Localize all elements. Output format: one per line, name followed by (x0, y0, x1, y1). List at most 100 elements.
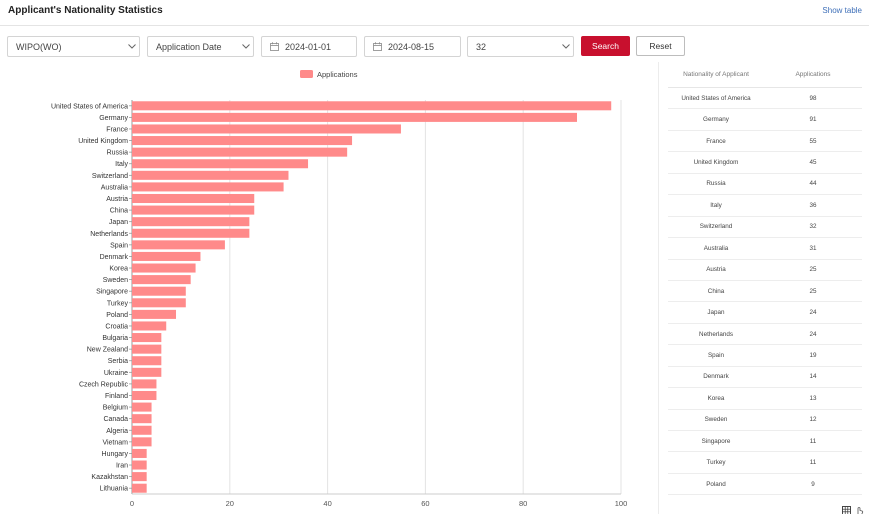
calendar-icon (373, 37, 383, 56)
category-label: Canada (103, 416, 128, 423)
cell-nationality: Turkey (706, 459, 726, 467)
category-label: Germany (99, 115, 128, 122)
cell-nationality: United States of America (681, 94, 751, 102)
cell-nationality: Switzerland (699, 223, 733, 231)
cell-nationality: United Kingdom (693, 159, 739, 167)
cell-applications: 36 (809, 201, 817, 209)
table-row: United Kingdom 45 (668, 152, 862, 174)
x-tick-label: 20 (226, 499, 234, 508)
category-label: New Zealand (87, 347, 128, 354)
category-label: Czech Republic (79, 381, 129, 388)
cell-applications: 12 (809, 416, 817, 424)
bar (132, 182, 284, 192)
cell-applications: 13 (809, 394, 817, 402)
bar (132, 483, 147, 493)
category-label: United States of America (51, 103, 128, 110)
table-row: France 55 (668, 131, 862, 153)
category-label: Italy (115, 161, 128, 168)
cell-nationality: Singapore (701, 437, 731, 445)
end-date-input[interactable]: 2024-08-15 (364, 36, 461, 57)
bar (132, 147, 348, 157)
cell-applications: 25 (809, 287, 817, 295)
table-row: Japan 24 (668, 302, 862, 324)
category-label: Turkey (107, 300, 129, 307)
bar (132, 240, 225, 250)
category-label: Belgium (103, 405, 128, 412)
chevron-down-icon (125, 37, 139, 56)
cell-nationality: Sweden (704, 416, 728, 424)
bar (132, 159, 309, 169)
cell-applications: 24 (809, 309, 817, 317)
bar (132, 124, 401, 134)
category-label: Kazakhstan (91, 474, 128, 481)
bar (132, 425, 152, 435)
table-row: Turkey 11 (668, 452, 862, 474)
bar (132, 112, 577, 122)
table-row: China 25 (668, 281, 862, 303)
bar (132, 263, 196, 273)
limit-select[interactable]: 32 (467, 36, 574, 57)
cell-nationality: Germany (703, 116, 729, 124)
cell-nationality: Spain (707, 351, 725, 359)
table-row: Austria 25 (668, 260, 862, 281)
bar (132, 101, 612, 111)
bar (132, 228, 250, 238)
search-button[interactable]: Search (581, 36, 630, 56)
category-label: United Kingdom (78, 138, 128, 145)
end-date-value: 2024-08-15 (388, 41, 435, 52)
date-type-value: Application Date (156, 41, 222, 52)
category-label: Singapore (96, 289, 128, 296)
bar (132, 298, 186, 308)
category-label: Denmark (100, 254, 129, 261)
bar (132, 170, 289, 180)
limit-value: 32 (476, 41, 487, 52)
category-label: Ukraine (104, 370, 128, 377)
bar (132, 367, 162, 377)
nationality-bar-chart: Applications 0 20 40 60 80 100 United States of… (0, 62, 640, 514)
table-row: Sweden 12 (668, 410, 862, 431)
cell-nationality: Russia (706, 180, 726, 188)
category-label: Lithuania (100, 486, 129, 493)
bar (132, 390, 157, 401)
date-type-select[interactable]: Application Date (147, 36, 254, 57)
bar (132, 275, 191, 285)
cell-applications: 31 (809, 244, 817, 252)
legend-swatch (300, 70, 313, 78)
reset-button[interactable]: Reset (636, 36, 685, 56)
cell-nationality: Denmark (703, 373, 729, 381)
bar (132, 460, 147, 470)
category-label: Bulgaria (102, 335, 128, 342)
bar (132, 448, 147, 458)
category-label: Iran (116, 463, 128, 470)
pointer-icon[interactable] (855, 502, 864, 514)
table-row: Germany 91 (668, 109, 862, 131)
bar (132, 205, 255, 215)
cell-nationality: Korea (707, 394, 725, 402)
bar (132, 217, 250, 227)
table-row: Netherlands 24 (668, 324, 862, 346)
category-label: Serbia (108, 358, 128, 365)
cell-applications: 11 (809, 459, 817, 467)
category-label: Finland (105, 393, 128, 400)
cell-nationality: France (706, 137, 726, 145)
bar (132, 333, 162, 343)
page-title: Applicant's Nationality Statistics (8, 5, 163, 16)
cell-applications: 11 (809, 437, 817, 445)
show-table-link[interactable]: Show table (822, 6, 862, 15)
cell-nationality: Japan (707, 309, 725, 317)
start-date-input[interactable]: 2024-01-01 (261, 36, 357, 57)
bar (132, 251, 201, 261)
office-select[interactable]: WIPO(WO) (7, 36, 140, 57)
start-date-value: 2024-01-01 (285, 41, 332, 52)
grid-icon[interactable] (842, 502, 851, 514)
table-row: Australia 31 (668, 238, 862, 260)
cell-nationality: Poland (706, 480, 726, 488)
statistics-table: Nationality of Applicant Applications Un… (668, 62, 862, 496)
bar (132, 472, 147, 482)
category-label: Russia (107, 150, 129, 157)
bar (132, 414, 152, 424)
cell-applications: 44 (809, 180, 817, 188)
table-row: United States of America 98 (668, 88, 862, 110)
cell-applications: 19 (809, 351, 817, 359)
chart-canvas: Applications 0 20 40 60 80 100 United States of… (51, 70, 627, 508)
